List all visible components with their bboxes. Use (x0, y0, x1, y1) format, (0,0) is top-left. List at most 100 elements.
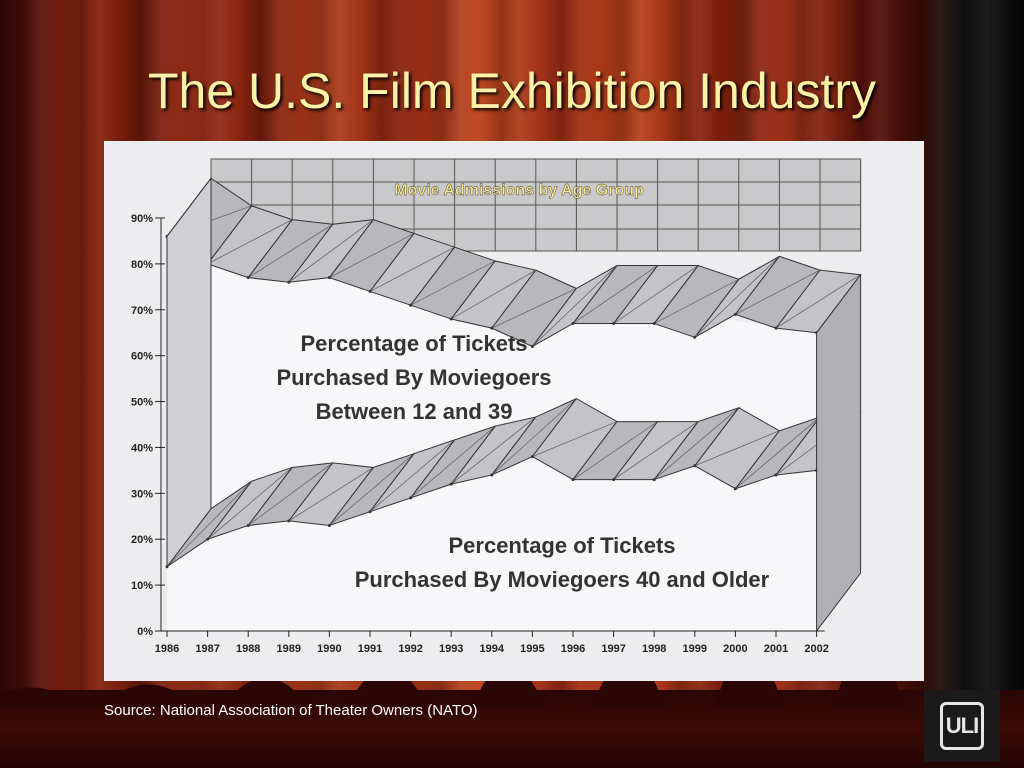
ribbon-hatch (532, 421, 618, 457)
ribbon-hatch (247, 223, 334, 278)
y-tick-label: 60% (131, 351, 153, 363)
source-note: Source: National Association of Theater … (104, 702, 478, 719)
ribbon-hatch (451, 269, 536, 320)
ribbon-hatch (410, 425, 496, 499)
data-point (368, 289, 372, 293)
ribbon-hatch (654, 278, 739, 324)
x-tick-label: 1986 (155, 643, 179, 655)
ribbon-hatch (450, 416, 537, 485)
data-point (733, 312, 737, 316)
data-point (287, 519, 291, 523)
ribbon-hatch (247, 462, 334, 526)
data-point (206, 537, 210, 541)
series-label-young-line: Purchased By Moviegoers (276, 365, 551, 390)
data-point (652, 322, 656, 326)
uli-logo: ULI (924, 690, 1000, 762)
data-point (409, 303, 413, 307)
x-tick-label: 1998 (642, 643, 666, 655)
right-side-wall (816, 273, 862, 633)
slide-title: The U.S. Film Exhibition Industry (147, 63, 877, 119)
ribbon-hatch (329, 453, 415, 526)
chart-frame: 0% 10% 20% 30% 40% 50% 60% 70% 80% 90% 1986 1987 198… (104, 141, 924, 681)
series-label-older-line: Percentage of Tickets (448, 533, 675, 558)
data-point (774, 473, 778, 477)
x-tick-label: 2000 (723, 643, 747, 655)
ribbon-hatch (572, 421, 658, 480)
ribbon-hatch (491, 288, 577, 329)
data-point (571, 322, 575, 326)
ribbon-hatch (207, 467, 293, 540)
data-point (246, 276, 250, 280)
series-label-young-line: Between 12 and 39 (316, 399, 513, 424)
data-point (693, 464, 697, 468)
data-point (612, 322, 616, 326)
x-tick-label: 1991 (358, 643, 382, 655)
series-label-young-line: Percentage of Tickets (300, 331, 527, 356)
y-tick-label: 0% (137, 626, 153, 638)
ribbon-hatch (207, 219, 293, 265)
data-point (733, 487, 737, 491)
ribbon-hatch (166, 480, 252, 568)
data-point (774, 326, 778, 330)
y-tick-label: 90% (131, 213, 153, 225)
left-side-wall (166, 176, 212, 569)
data-point (287, 280, 291, 284)
data-point (409, 496, 413, 500)
data-point (490, 473, 494, 477)
x-tick-label: 1997 (601, 643, 625, 655)
data-point (490, 326, 494, 330)
chart-title: Movie Admissions by Age Group (394, 182, 644, 199)
ribbon-hatch (288, 219, 374, 283)
ribbon-hatch (653, 407, 740, 480)
ribbon-hatch (775, 274, 861, 329)
ribbon-hatch (694, 256, 780, 338)
series-label-older-line: Purchased By Moviegoers 40 and Older (355, 567, 770, 592)
data-point (652, 478, 656, 482)
ribbon-hatch (329, 233, 415, 279)
data-point (449, 482, 453, 486)
x-tick-label: 1989 (277, 643, 301, 655)
data-point (571, 478, 575, 482)
admissions-chart: 0% 10% 20% 30% 40% 50% 60% 70% 80% 90% 1986 1987 198… (131, 158, 862, 655)
data-point (368, 510, 372, 514)
x-tick-label: 1999 (683, 643, 707, 655)
ribbon-hatch (369, 246, 455, 292)
x-tick-label: 1988 (236, 643, 260, 655)
ribbon-hatch (491, 398, 577, 476)
x-tick-label: 1996 (561, 643, 585, 655)
ribbon-hatch (288, 467, 374, 522)
y-tick-label: 40% (131, 442, 153, 454)
x-tick-label: 2001 (764, 643, 788, 655)
x-tick-label: 1987 (195, 643, 219, 655)
x-tick-label: 1992 (398, 643, 422, 655)
data-point (612, 478, 616, 482)
data-point (530, 344, 534, 348)
ribbon-hatch (694, 430, 780, 467)
data-point (449, 317, 453, 321)
ribbon-hatch (613, 421, 699, 480)
ribbon-hatch (532, 265, 618, 347)
y-tick-label: 20% (131, 534, 153, 546)
right-dark-strip (962, 0, 1024, 768)
x-tick-label: 1990 (317, 643, 341, 655)
ribbon-hatch (735, 269, 821, 315)
x-tick-label: 2002 (804, 643, 828, 655)
data-point (246, 523, 250, 527)
logo-text: ULI (945, 713, 979, 738)
ribbon-hatch (410, 260, 496, 306)
y-tick-label: 30% (131, 488, 153, 500)
x-tick-label: 1993 (439, 643, 463, 655)
y-tick-label: 10% (131, 580, 153, 592)
data-point (530, 455, 534, 459)
logo-frame: ULI (940, 702, 984, 750)
x-tick-label: 1995 (520, 643, 544, 655)
ribbon-hatch (735, 416, 821, 490)
curtain-hem (0, 676, 962, 706)
y-tick-label: 80% (131, 259, 153, 271)
data-point (693, 335, 697, 339)
data-point (327, 276, 331, 280)
data-point (327, 523, 331, 527)
ribbon-hatch (572, 265, 658, 324)
y-tick-label: 50% (131, 397, 153, 409)
x-tick-label: 1994 (480, 643, 505, 655)
